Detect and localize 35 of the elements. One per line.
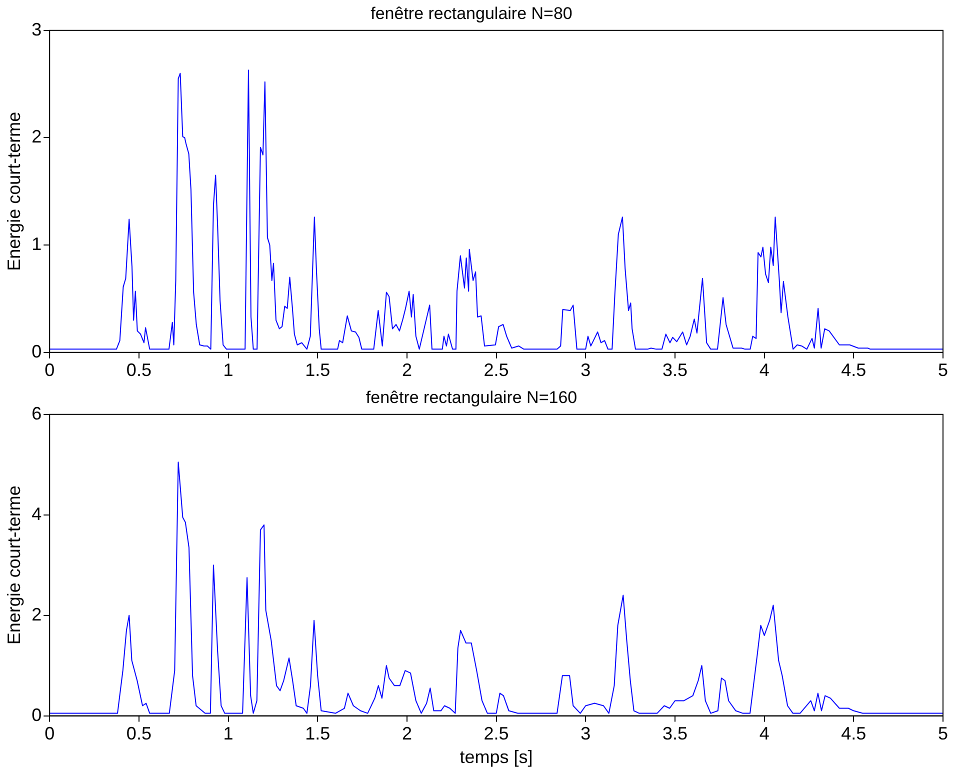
x-tick-label: 5 <box>938 724 948 744</box>
x-tick-label: 2 <box>402 360 412 380</box>
x-tick-label: 1 <box>223 724 234 744</box>
chart-title: fenêtre rectangulaire N=160 <box>366 388 578 407</box>
x-tick-label: 3.5 <box>662 724 688 744</box>
y-tick-label: 4 <box>32 504 42 524</box>
x-tick-label: 4 <box>759 360 770 380</box>
x-tick-label: 4.5 <box>841 724 866 744</box>
x-tick-label: 1.5 <box>305 360 330 380</box>
y-tick-label: 3 <box>32 19 42 40</box>
x-tick-label: 0.5 <box>126 360 152 380</box>
y-axis-title: Energie court-terme <box>4 112 24 271</box>
x-tick-label: 3.5 <box>662 360 688 380</box>
y-axis-title: Energie court-terme <box>4 486 24 645</box>
x-tick-label: 1 <box>223 360 234 380</box>
y-tick-label: 0 <box>32 341 42 362</box>
x-tick-label: 2.5 <box>484 724 509 744</box>
y-tick-label: 1 <box>32 234 42 254</box>
x-tick-label: 2 <box>402 724 412 744</box>
x-tick-label: 3 <box>580 724 591 744</box>
x-tick-label: 1.5 <box>305 724 330 744</box>
x-tick-label: 4.5 <box>841 360 866 380</box>
x-tick-label: 0 <box>44 724 55 744</box>
chart-title: fenêtre rectangulaire N=80 <box>370 4 572 23</box>
x-tick-label: 0.5 <box>126 724 152 744</box>
x-tick-label: 0 <box>44 360 55 380</box>
x-tick-label: 5 <box>938 360 948 380</box>
y-tick-label: 2 <box>32 604 42 624</box>
x-axis-title: temps [s] <box>460 747 533 768</box>
y-tick-label: 6 <box>32 403 42 424</box>
x-tick-label: 3 <box>580 360 591 380</box>
x-tick-label: 4 <box>759 724 770 744</box>
y-tick-label: 2 <box>32 126 42 147</box>
x-tick-label: 2.5 <box>484 360 509 380</box>
y-tick-label: 0 <box>32 704 42 725</box>
